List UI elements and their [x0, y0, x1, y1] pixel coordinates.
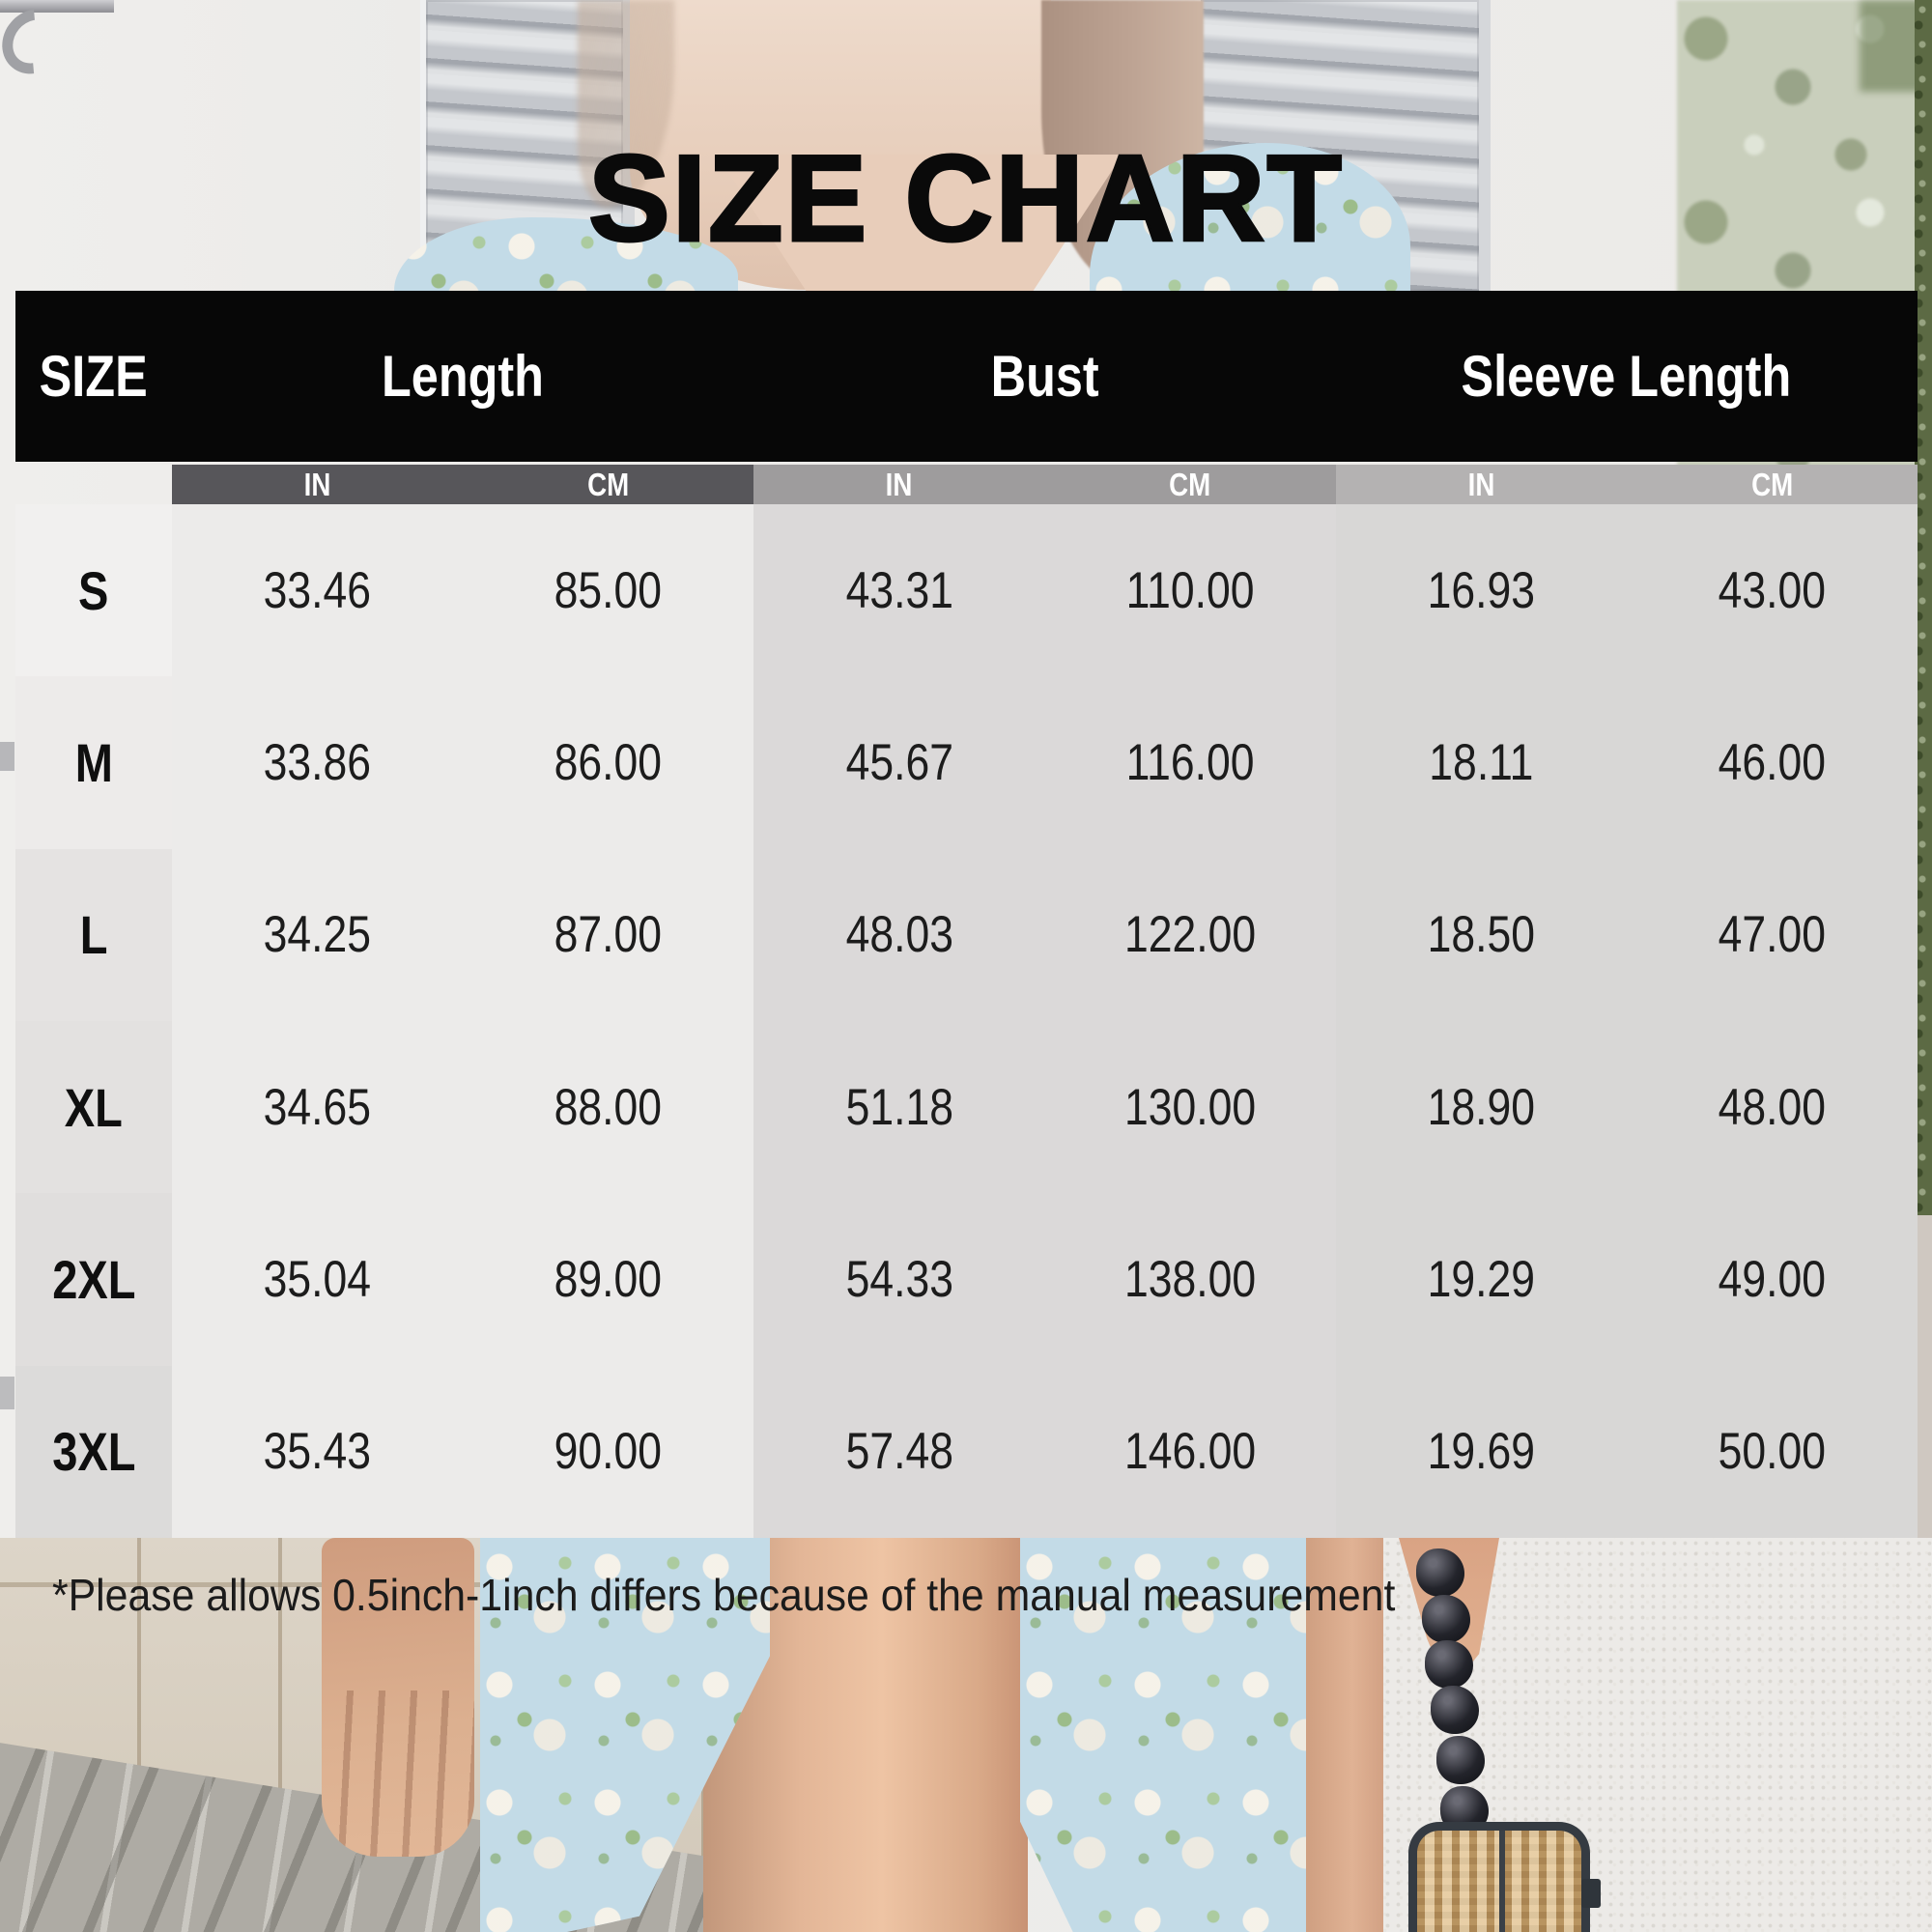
bag-bead — [1416, 1548, 1464, 1597]
length-cm-value: 90.00 — [463, 1365, 754, 1538]
bust-cm-value: 146.00 — [1044, 1365, 1336, 1538]
size-label: 3XL — [15, 1365, 172, 1538]
bag-bead — [1431, 1686, 1479, 1734]
bag-bead — [1425, 1640, 1473, 1689]
model-hand-left — [322, 1538, 474, 1857]
bust-cm-value: 110.00 — [1044, 504, 1336, 677]
units-blank-cell — [15, 465, 172, 504]
column-header-size: SIZE — [39, 344, 149, 409]
bust-cm-value: 122.00 — [1044, 848, 1336, 1021]
length-cm-unit: CM — [463, 465, 754, 504]
length-in-unit: IN — [172, 465, 464, 504]
table-units-row: IN CM IN CM IN CM — [15, 465, 1918, 504]
length-in-value: 35.43 — [172, 1365, 464, 1538]
bag-bead — [1436, 1736, 1485, 1784]
length-cm-value: 85.00 — [463, 504, 754, 677]
sleeve-in-unit: IN — [1335, 465, 1627, 504]
sleeve-cm-value: 49.00 — [1626, 1193, 1918, 1366]
bust-cm-unit: CM — [1044, 465, 1336, 504]
sleeve-cm-value: 48.00 — [1626, 1020, 1918, 1194]
table-row-s: S 33.46 85.00 43.31 110.00 16.93 43.00 — [15, 504, 1918, 677]
sleeve-in-value: 19.69 — [1335, 1365, 1627, 1538]
table-header-row: SIZE Length Bust Sleeve Length — [15, 291, 1918, 462]
bust-cm-value: 138.00 — [1044, 1193, 1336, 1366]
sleeve-in-value: 19.29 — [1335, 1193, 1627, 1366]
bust-cm-value: 130.00 — [1044, 1020, 1336, 1194]
sleeve-in-value: 18.50 — [1335, 848, 1627, 1021]
wall-hook-rod — [0, 0, 114, 13]
column-header-bust: Bust — [990, 344, 1099, 409]
length-in-value: 33.86 — [172, 676, 464, 849]
length-cm-value: 86.00 — [463, 676, 754, 849]
sleeve-cm-value: 46.00 — [1626, 676, 1918, 849]
straw-bag-seam — [1499, 1831, 1505, 1932]
left-margin-mark — [0, 742, 14, 771]
right-margin-lower — [1915, 1215, 1932, 1538]
column-header-length: Length — [382, 344, 545, 409]
length-cm-value: 88.00 — [463, 1020, 754, 1194]
size-label: S — [15, 504, 172, 677]
size-chart-table: SIZE Length Bust Sleeve Length IN CM IN … — [15, 291, 1918, 1538]
size-label: L — [15, 848, 172, 1021]
table-row-l: L 34.25 87.00 48.03 122.00 18.50 47.00 — [15, 848, 1918, 1021]
left-margin-mark — [0, 1377, 14, 1409]
measurement-note: *Please allows 0.5inch-1inch differs bec… — [52, 1570, 1396, 1620]
floral-shorts-right — [1020, 1538, 1314, 1932]
sleeve-in-value: 18.11 — [1335, 676, 1627, 849]
length-in-value: 34.25 — [172, 848, 464, 1021]
bust-in-value: 51.18 — [753, 1020, 1045, 1194]
bust-in-value: 57.48 — [753, 1365, 1045, 1538]
sleeve-cm-value: 50.00 — [1626, 1365, 1918, 1538]
length-in-value: 33.46 — [172, 504, 464, 677]
table-row-2xl: 2XL 35.04 89.00 54.33 138.00 19.29 49.00 — [15, 1193, 1918, 1366]
bust-in-value: 45.67 — [753, 676, 1045, 849]
length-in-value: 35.04 — [172, 1193, 464, 1366]
column-header-sleeve-length: Sleeve Length — [1461, 344, 1792, 409]
bust-in-unit: IN — [753, 465, 1045, 504]
sleeve-cm-value: 43.00 — [1626, 504, 1918, 677]
length-cm-value: 87.00 — [463, 848, 754, 1021]
length-in-value: 34.65 — [172, 1020, 464, 1194]
bag-bead — [1422, 1595, 1470, 1643]
sleeve-cm-unit: CM — [1626, 465, 1918, 504]
page-title: SIZE CHART — [587, 129, 1344, 267]
table-row-3xl: 3XL 35.43 90.00 57.48 146.00 19.69 50.00 — [15, 1365, 1918, 1538]
size-label: XL — [15, 1020, 172, 1194]
sleeve-in-value: 16.93 — [1335, 504, 1627, 677]
bust-in-value: 43.31 — [753, 504, 1045, 677]
straw-bag-clasp — [1581, 1879, 1601, 1909]
model-limb — [1306, 1538, 1383, 1932]
sleeve-cm-value: 47.00 — [1626, 848, 1918, 1021]
bust-cm-value: 116.00 — [1044, 676, 1336, 849]
bust-in-value: 54.33 — [753, 1193, 1045, 1366]
size-label: 2XL — [15, 1193, 172, 1366]
table-row-xl: XL 34.65 88.00 51.18 130.00 18.90 48.00 — [15, 1020, 1918, 1194]
tree-edge-strip — [1915, 0, 1932, 1215]
bust-in-value: 48.03 — [753, 848, 1045, 1021]
table-body: S 33.46 85.00 43.31 110.00 16.93 43.00 M… — [15, 504, 1918, 1538]
table-row-m: M 33.86 86.00 45.67 116.00 18.11 46.00 — [15, 676, 1918, 849]
model-fingers — [322, 1690, 474, 1857]
straw-bag — [1408, 1822, 1601, 1932]
size-label: M — [15, 676, 172, 849]
sleeve-in-value: 18.90 — [1335, 1020, 1627, 1194]
length-cm-value: 89.00 — [463, 1193, 754, 1366]
